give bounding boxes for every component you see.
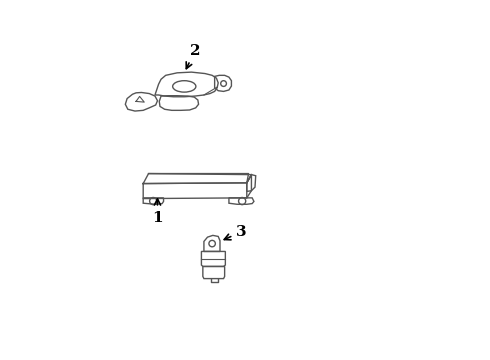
Text: 3: 3 <box>224 225 247 240</box>
Text: 2: 2 <box>186 44 200 69</box>
Text: 1: 1 <box>152 199 163 225</box>
